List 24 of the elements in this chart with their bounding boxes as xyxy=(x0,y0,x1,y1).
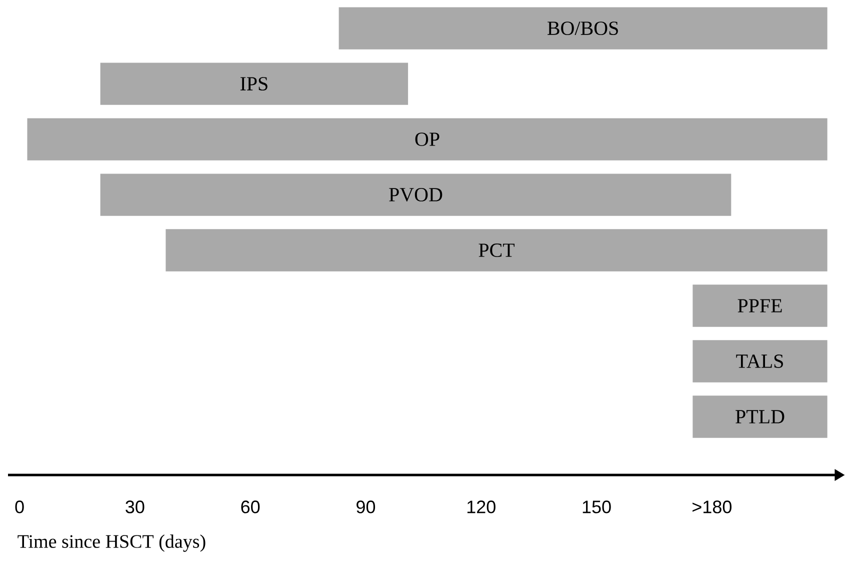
y-tick-label: PVOD xyxy=(389,188,442,202)
bar xyxy=(27,118,828,160)
y-tick-label: PCT xyxy=(478,244,515,257)
x-tick-label: 0 xyxy=(15,500,24,514)
y-tick-label: PTLD xyxy=(736,410,784,424)
x-tick-label: >180 xyxy=(692,500,732,514)
y-tick-label: IPS xyxy=(240,77,268,91)
bar xyxy=(692,340,828,382)
bar xyxy=(338,7,828,50)
x-tick-label: 150 xyxy=(582,500,611,514)
x-tick-label: 30 xyxy=(126,500,144,514)
y-tick-label: PPFE xyxy=(738,299,782,312)
x-tick-label: 60 xyxy=(241,500,260,514)
bar xyxy=(100,62,408,105)
x-tick-label: 90 xyxy=(356,500,376,514)
y-tick-label: BO/BOS xyxy=(548,22,618,36)
y-tick-label: OP xyxy=(415,132,440,146)
x-tick-label: 120 xyxy=(467,500,496,514)
bar xyxy=(692,396,828,438)
bar xyxy=(166,229,828,272)
x-axis-title: Time since HSCT (days) xyxy=(18,534,206,552)
y-tick-label: TALS xyxy=(736,354,783,368)
bar xyxy=(692,284,828,327)
bar xyxy=(100,174,732,216)
